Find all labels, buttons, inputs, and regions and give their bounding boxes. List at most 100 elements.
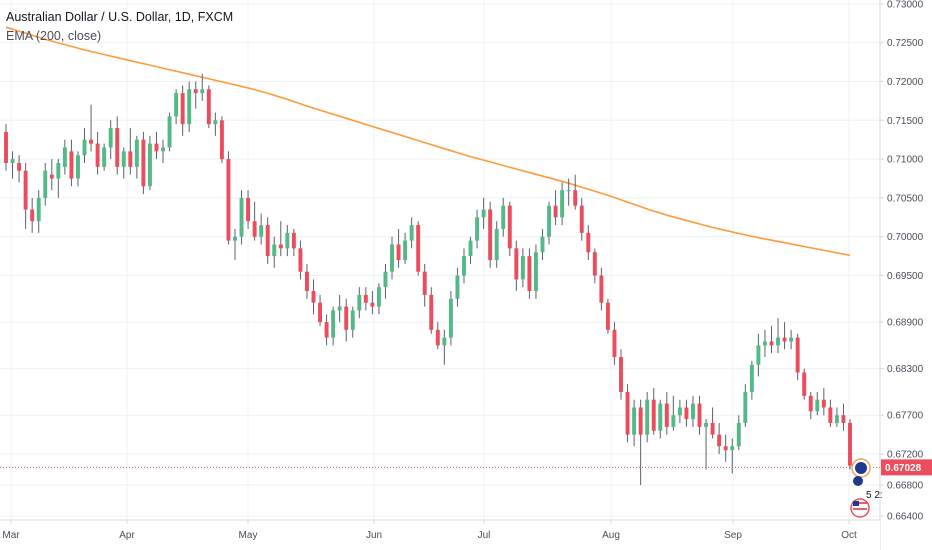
candle-body: [704, 422, 709, 427]
candle: [730, 438, 735, 474]
candle-body: [318, 302, 323, 323]
time-tick-label: Aug: [602, 530, 620, 541]
candle: [488, 201, 493, 268]
candle-body: [167, 116, 172, 148]
candle: [599, 267, 604, 311]
price-tick-label: 0.70500: [887, 193, 924, 204]
candle: [573, 174, 578, 210]
candle: [435, 322, 440, 350]
price-axis[interactable]: 0.73000 0.72500 0.72000 0.71500 0.71000 0.705…: [879, 0, 932, 550]
candle: [795, 333, 800, 381]
last-price-label: 0.67028: [885, 463, 922, 474]
candle: [36, 190, 41, 233]
candle-body: [187, 89, 192, 125]
candle-body: [30, 209, 35, 222]
candle-body: [520, 256, 525, 280]
candle-body: [298, 248, 303, 272]
candle: [416, 221, 421, 276]
candle: [272, 236, 277, 268]
candle-body: [134, 139, 139, 167]
candle-body: [200, 89, 205, 94]
candle-body: [206, 89, 211, 125]
candle: [265, 217, 270, 264]
candle: [586, 225, 591, 260]
chart-legend: Australian Dollar / U.S. Dollar, 1D, FXC…: [6, 8, 233, 46]
candle-body: [357, 294, 362, 311]
candle-body: [782, 337, 787, 342]
candle: [311, 279, 316, 315]
candle-body: [363, 294, 368, 303]
candle: [76, 151, 80, 187]
candle: [540, 228, 545, 260]
candle-body: [684, 407, 689, 420]
candle-body: [481, 209, 486, 218]
candle-body: [462, 256, 466, 276]
candle: [782, 322, 787, 350]
candle: [808, 391, 813, 420]
candle: [625, 384, 630, 443]
candle: [475, 209, 480, 249]
candle: [762, 329, 767, 358]
last-price-tag: 0.67028: [881, 459, 932, 476]
candle: [219, 116, 224, 163]
candle: [579, 197, 584, 241]
time-axis[interactable]: Mar Apr May Jun Jul Aug Sep Oct: [0, 519, 880, 550]
chart-title: Australian Dollar / U.S. Dollar, 1D, FXC…: [6, 10, 234, 24]
candle: [632, 399, 637, 447]
candle: [62, 139, 67, 175]
candle-body: [848, 422, 852, 466]
candle: [677, 399, 682, 423]
candle-body: [324, 322, 329, 338]
candle-body: [815, 399, 820, 412]
candle-body: [278, 244, 283, 249]
candle: [115, 116, 120, 175]
price-tick-label: 0.69500: [887, 271, 924, 282]
event-flags[interactable]: 5 2:: [850, 458, 883, 518]
candle-body: [416, 225, 421, 272]
candle-body: [605, 302, 610, 330]
candle: [658, 399, 663, 439]
candle: [108, 120, 113, 160]
au-flag-mini-icon: [853, 476, 863, 486]
price-tick-label: 0.67700: [887, 411, 924, 422]
candle-body: [736, 422, 741, 447]
candle: [834, 407, 839, 427]
candle: [710, 407, 715, 439]
candle: [370, 291, 375, 315]
candle-body: [448, 298, 453, 338]
candle-body: [147, 143, 152, 187]
candle: [187, 81, 192, 132]
candle-body: [828, 407, 833, 423]
candle-body: [56, 162, 61, 179]
candle: [324, 314, 329, 346]
candle: [756, 333, 761, 377]
candle-body: [599, 275, 604, 303]
candle: [278, 221, 283, 257]
candle: [174, 89, 179, 125]
candle: [462, 248, 466, 284]
us-event-flag[interactable]: [850, 498, 870, 518]
candle: [134, 135, 139, 179]
candle-body: [403, 240, 408, 260]
candle-body: [795, 337, 800, 373]
candle-body: [834, 415, 839, 423]
candle: [89, 104, 94, 152]
price-tick-label: 0.68900: [887, 318, 924, 329]
candle-body: [527, 256, 532, 292]
au-event-flag[interactable]: 5 2:: [851, 458, 883, 501]
candle: [239, 190, 244, 245]
candle: [43, 162, 48, 206]
candle: [749, 360, 754, 400]
candle-body: [429, 294, 434, 330]
candle-body: [89, 139, 94, 144]
candle-body: [625, 391, 630, 435]
price-tick-label: 0.67200: [887, 450, 924, 461]
candle-body: [76, 155, 80, 179]
candle-body: [69, 151, 74, 179]
candle-body: [337, 306, 342, 311]
candle-body: [435, 329, 440, 346]
candle: [82, 128, 87, 163]
us-flag-icon: [853, 501, 859, 506]
